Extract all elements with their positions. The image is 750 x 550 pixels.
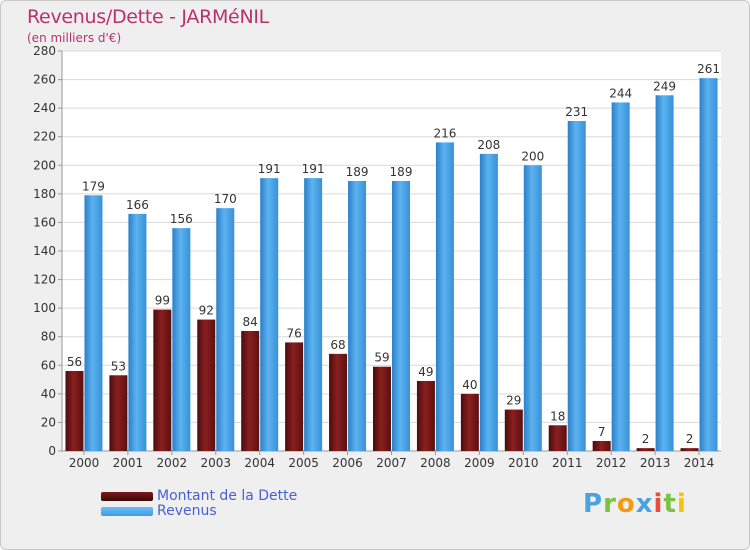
bar-revenus <box>567 121 586 451</box>
data-label-revenus: 170 <box>214 192 237 206</box>
chart-subtitle: (en milliers d'€) <box>27 31 122 45</box>
data-label-dette: 59 <box>374 351 389 365</box>
x-tick-label: 2011 <box>552 456 583 470</box>
x-tick-label: 2008 <box>420 456 451 470</box>
data-label-dette: 53 <box>111 359 126 373</box>
bar-revenus <box>260 178 279 451</box>
y-tick-label: 220 <box>33 130 56 144</box>
x-tick-label: 2013 <box>640 456 671 470</box>
bar-revenus <box>392 181 410 451</box>
bar-revenus <box>699 78 718 452</box>
bar-revenus <box>216 208 235 451</box>
data-label-dette: 40 <box>462 378 477 392</box>
y-tick-label: 0 <box>48 444 56 458</box>
y-tick-label: 260 <box>33 73 56 87</box>
bar-dette <box>329 353 348 451</box>
legend-label-revenus: Revenus <box>157 503 217 519</box>
x-tick-label: 2007 <box>376 456 407 470</box>
data-label-revenus: 200 <box>521 149 544 163</box>
bar-revenus <box>479 153 498 451</box>
bar-dette <box>592 441 611 451</box>
data-label-revenus: 231 <box>565 105 588 119</box>
bar-dette <box>548 425 567 451</box>
bar-revenus <box>611 102 630 451</box>
data-label-revenus: 191 <box>302 162 325 176</box>
data-label-revenus: 208 <box>477 138 500 152</box>
x-tick-label: 2002 <box>157 456 188 470</box>
bar-revenus <box>304 178 323 451</box>
y-tick-label: 40 <box>41 387 56 401</box>
proxiti-logo: Proxiti <box>583 489 687 519</box>
x-tick-label: 2014 <box>684 456 715 470</box>
data-label-dette: 84 <box>243 315 258 329</box>
x-tick-label: 2005 <box>288 456 319 470</box>
data-label-dette: 7 <box>598 425 606 439</box>
x-tick-label: 2003 <box>200 456 231 470</box>
bar-revenus <box>128 213 147 451</box>
data-label-revenus: 261 <box>697 62 720 76</box>
bar-dette <box>636 448 655 451</box>
x-tick-label: 2001 <box>113 456 144 470</box>
y-tick-label: 140 <box>33 244 56 258</box>
bar-dette <box>504 409 523 451</box>
bar-revenus <box>655 95 674 452</box>
data-label-revenus: 191 <box>258 162 281 176</box>
bar-dette <box>197 319 216 451</box>
y-tick-label: 60 <box>41 358 56 372</box>
data-label-dette: 2 <box>642 432 650 446</box>
data-label-dette: 99 <box>155 294 170 308</box>
bar-revenus <box>435 142 454 451</box>
bar-dette <box>416 381 435 451</box>
data-label-dette: 92 <box>199 304 214 318</box>
bar-revenus <box>84 195 103 451</box>
bar-dette <box>460 393 479 451</box>
data-label-revenus: 216 <box>433 126 456 140</box>
bar-dette <box>285 342 304 451</box>
x-tick-label: 2006 <box>332 456 363 470</box>
data-label-revenus: 249 <box>653 79 676 93</box>
legend-label-dette: Montant de la Dette <box>157 488 298 504</box>
bar-dette <box>680 448 699 451</box>
legend-swatch-revenus <box>101 507 153 516</box>
chart-title: Revenus/Dette - JARMéNIL <box>27 6 269 28</box>
y-tick-label: 100 <box>33 301 56 315</box>
bar-dette <box>373 366 391 451</box>
bar-revenus <box>172 228 191 451</box>
bar-dette <box>241 331 260 451</box>
y-tick-label: 80 <box>41 330 56 344</box>
data-label-revenus: 156 <box>170 212 193 226</box>
data-label-dette: 49 <box>418 365 433 379</box>
data-label-revenus: 244 <box>609 86 632 100</box>
y-tick-label: 20 <box>41 415 56 429</box>
y-tick-label: 280 <box>33 44 56 58</box>
y-tick-label: 240 <box>33 101 56 115</box>
x-tick-label: 2000 <box>69 456 100 470</box>
data-label-dette: 68 <box>330 338 345 352</box>
data-label-dette: 2 <box>686 432 694 446</box>
data-label-revenus: 189 <box>346 165 369 179</box>
data-label-dette: 76 <box>286 326 301 340</box>
data-label-dette: 56 <box>67 355 82 369</box>
bar-revenus <box>523 165 542 452</box>
bar-dette <box>109 375 128 451</box>
x-tick-label: 2009 <box>464 456 495 470</box>
bar-dette <box>65 371 84 451</box>
x-tick-label: 2004 <box>244 456 275 470</box>
legend-swatch-dette <box>101 492 153 501</box>
bar-revenus <box>348 181 367 451</box>
x-tick-label: 2012 <box>596 456 627 470</box>
y-tick-label: 200 <box>33 158 56 172</box>
data-label-dette: 29 <box>506 394 521 408</box>
data-label-revenus: 166 <box>126 198 149 212</box>
y-tick-label: 160 <box>33 215 56 229</box>
data-label-revenus: 179 <box>82 179 105 193</box>
y-tick-label: 180 <box>33 187 56 201</box>
y-tick-label: 120 <box>33 273 56 287</box>
x-tick-label: 2010 <box>508 456 539 470</box>
bar-dette <box>153 309 172 451</box>
data-label-revenus: 189 <box>390 165 413 179</box>
data-label-dette: 18 <box>550 409 565 423</box>
